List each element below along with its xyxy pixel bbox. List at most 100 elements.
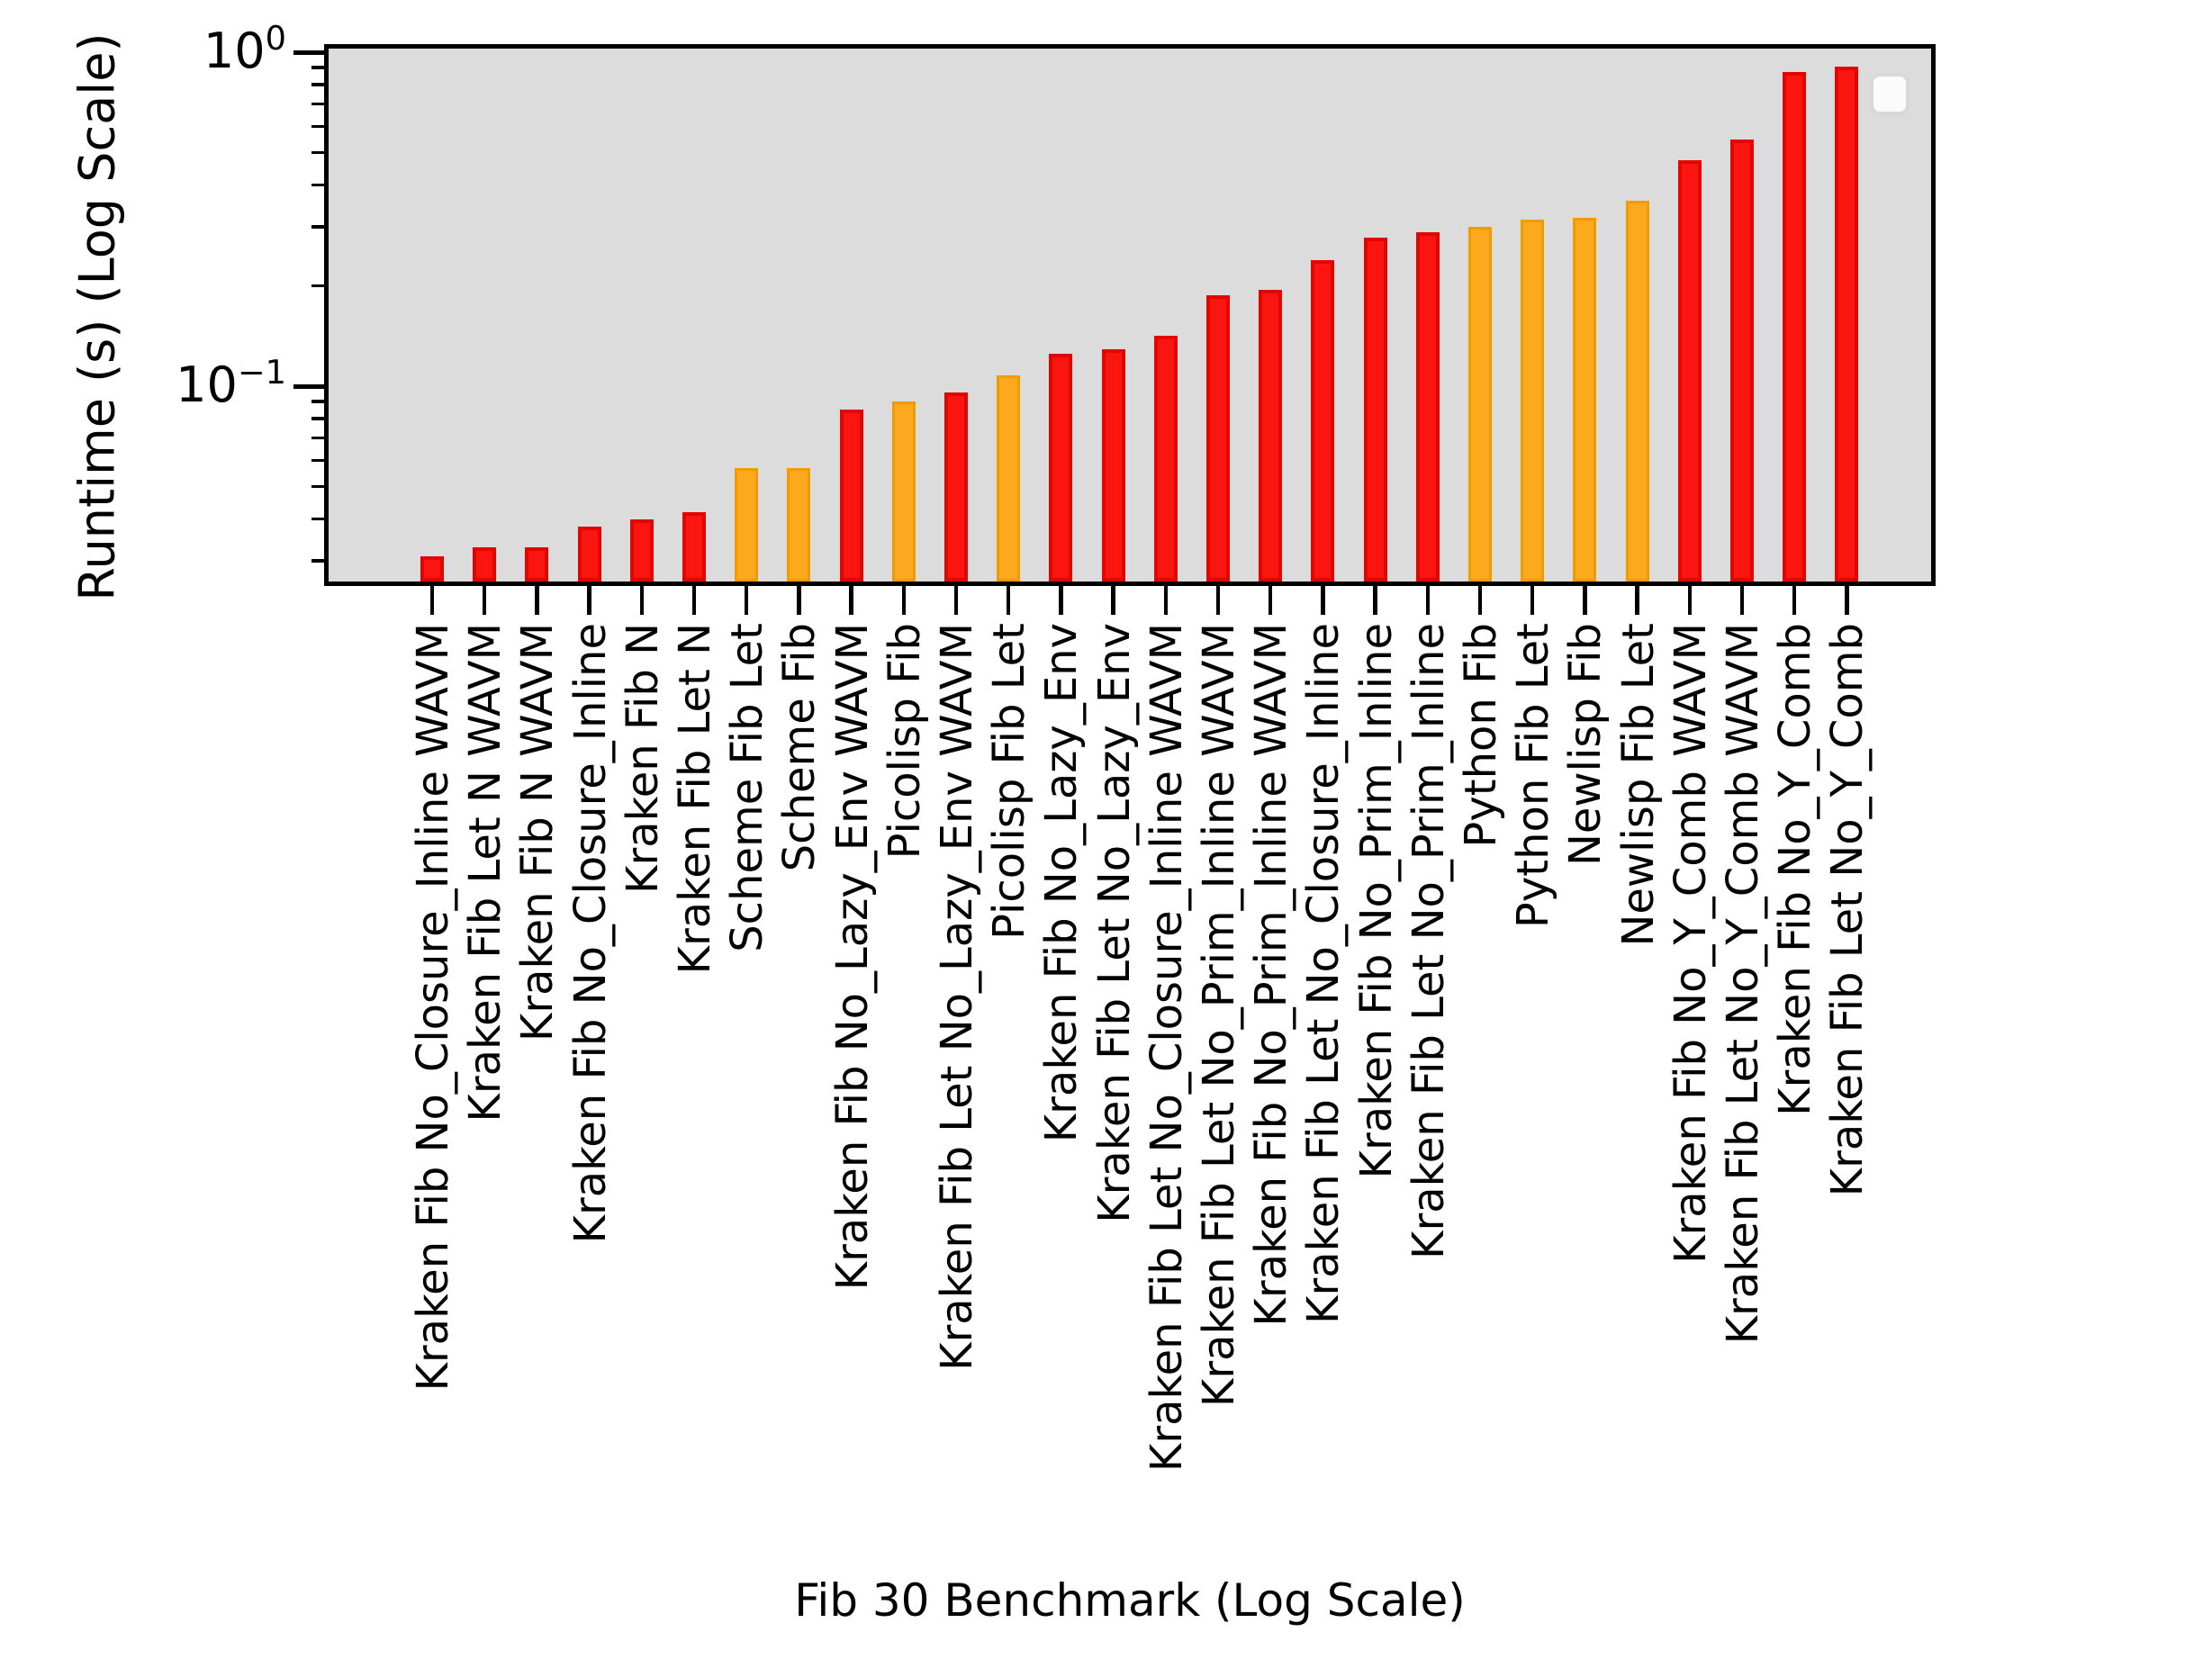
x-tick-label: Kraken Fib No_Lazy_Env (1036, 623, 1088, 1143)
x-tick-label: Kraken Fib Let No_Closure_Inline WAVM (1141, 623, 1192, 1473)
x-tick (691, 586, 697, 615)
bar-19 (1363, 238, 1387, 582)
x-axis-label: Fib 30 Benchmark (Log Scale) (794, 1574, 1466, 1627)
y-minor-tick (311, 225, 329, 229)
bar-15 (1153, 335, 1178, 582)
x-tick-label: Picolisp Fib (879, 623, 930, 860)
bar-1 (420, 555, 444, 582)
x-tick (1739, 586, 1745, 615)
x-tick-label: Kraken Fib Let No_Y_Comb (1822, 623, 1873, 1197)
x-tick (1687, 586, 1693, 615)
x-tick (1006, 586, 1011, 615)
y-minor-tick (311, 124, 329, 129)
x-tick-label: Kraken Fib Let N (670, 623, 720, 975)
x-tick-label: Kraken Fib Let No_Y_Comb WAVM (1718, 623, 1768, 1345)
x-tick (535, 586, 539, 615)
y-minor-tick (311, 400, 329, 403)
y-major-tick-1e0 (293, 50, 329, 55)
y-minor-tick (311, 484, 329, 489)
x-tick (1792, 586, 1797, 615)
bar-22 (1521, 220, 1545, 582)
x-tick (1425, 586, 1431, 615)
bar-12 (997, 374, 1021, 582)
x-tick-label: Kraken Fib N WAVM (512, 623, 564, 1042)
x-tick (429, 586, 435, 615)
x-tick-label: Scheme Fib Let (722, 623, 773, 952)
x-tick-label: Kraken Fib No_Y_Comb (1770, 623, 1821, 1116)
x-tick-label: Kraken Fib Let No_Closure_Inline (1298, 623, 1350, 1324)
x-tick (1321, 586, 1325, 615)
x-tick (744, 586, 749, 615)
y-axis-label: Runtime (s) (Log Scale) (68, 32, 126, 601)
y-minor-tick (311, 417, 329, 420)
x-tick (797, 586, 801, 615)
y-minor-tick (311, 83, 329, 86)
x-tick-label: Kraken Fib No_Prim_Inline (1350, 623, 1402, 1179)
x-tick (1059, 586, 1063, 615)
x-tick-label: Kraken Fib No_Y_Comb WAVM (1665, 623, 1716, 1264)
plot-area (329, 49, 1931, 582)
bar-23 (1573, 218, 1597, 582)
top-spine (324, 44, 1936, 49)
bar-10 (891, 401, 916, 582)
bar-26 (1730, 139, 1754, 582)
x-tick (482, 586, 487, 615)
x-tick (1530, 586, 1535, 615)
bar-11 (944, 392, 968, 582)
x-tick-label: Kraken Fib N (617, 623, 668, 895)
x-tick-label: Kraken Fib No_Closure_Inline WAVM (408, 623, 458, 1392)
bar-4 (577, 526, 601, 582)
bar-16 (1206, 295, 1230, 582)
x-tick (849, 586, 853, 615)
x-tick-label: Kraken Fib Let No_Lazy_Env (1088, 623, 1140, 1223)
bar-2 (473, 546, 497, 582)
bar-8 (787, 467, 811, 582)
y-minor-tick (311, 458, 329, 463)
bar-20 (1415, 232, 1440, 582)
bar-17 (1259, 290, 1283, 582)
x-tick-label: Kraken Fib No_Lazy_Env WAVM (826, 623, 878, 1291)
x-tick (1268, 586, 1273, 615)
bar-3 (525, 546, 549, 582)
bar-7 (735, 467, 759, 582)
x-tick (1215, 586, 1221, 615)
bar-9 (839, 410, 863, 582)
x-tick-label: Python Fib Let (1508, 623, 1559, 929)
x-tick-label: Newlisp Fib (1560, 623, 1612, 867)
x-tick-label: Newlisp Fib Let (1612, 623, 1664, 947)
bar-5 (629, 518, 654, 582)
x-tick (1111, 586, 1115, 615)
x-tick-label: Kraken Fib No_Closure_Inline (564, 623, 616, 1244)
x-tick (639, 586, 645, 615)
right-spine (1931, 44, 1936, 586)
y-minor-tick (311, 183, 329, 187)
x-tick-label: Picolisp Fib Let (984, 623, 1035, 940)
y-minor-tick (311, 102, 329, 106)
x-axis-spine (324, 582, 1936, 586)
x-tick (953, 586, 959, 615)
x-tick (1477, 586, 1483, 615)
legend-box (1870, 73, 1910, 115)
y-minor-tick (311, 284, 329, 288)
bar-6 (682, 511, 706, 582)
y-major-tick-1e-1 (293, 383, 329, 389)
x-tick (1373, 586, 1377, 615)
x-tick-label: Kraken Fib Let No_Prim_Inline WAVM (1194, 623, 1244, 1408)
bar-13 (1049, 354, 1073, 582)
bar-14 (1101, 348, 1125, 582)
y-tick-label-1e-1: 10−1 (176, 353, 286, 414)
x-tick (1163, 586, 1169, 615)
x-tick (901, 586, 907, 615)
y-axis-spine (324, 44, 329, 586)
bar-24 (1625, 201, 1649, 582)
x-tick-label: Scheme Fib (774, 623, 826, 872)
y-minor-tick (311, 559, 329, 563)
y-tick-label-1e0: 100 (203, 19, 286, 80)
x-tick (1635, 586, 1639, 615)
bar-27 (1783, 71, 1807, 582)
bar-21 (1468, 226, 1492, 582)
bar-25 (1677, 159, 1702, 582)
x-tick-label: Kraken Fib Let No_Prim_Inline (1403, 623, 1454, 1260)
x-tick-label: Kraken Fib Let N WAVM (460, 623, 511, 1123)
y-minor-tick (311, 66, 329, 69)
